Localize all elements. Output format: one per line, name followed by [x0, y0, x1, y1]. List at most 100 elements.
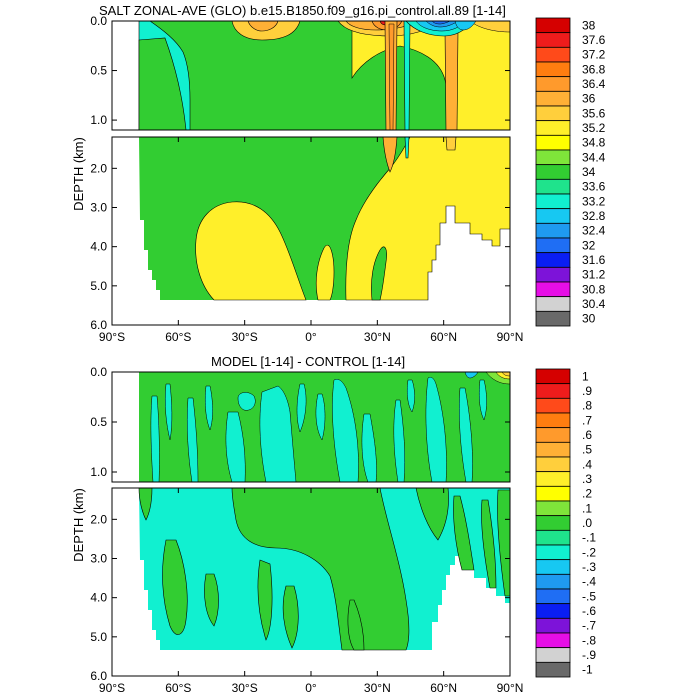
top-colorbar-box [535, 178, 571, 195]
bottom-upper-frame [111, 371, 511, 483]
bot-y-tick-label: 6.0 [90, 669, 107, 683]
bot-colorbar-box [535, 441, 571, 458]
top-colorbar-box [535, 149, 571, 166]
bot-colorbar-box [535, 383, 571, 399]
top-y-axis: 0.0 0.5 1.0 2.0 3.0 4.0 5.0 6.0 [90, 14, 510, 332]
bot-colorbar-label: .0 [582, 516, 592, 530]
bot-colorbar-box [535, 661, 571, 678]
bot-colorbar-box [535, 617, 571, 634]
bot-colorbar-box [535, 515, 571, 531]
bot-colorbar-box [535, 603, 571, 619]
top-upper-field [138, 21, 510, 130]
top-colorbar-label: 35.2 [582, 121, 606, 135]
top-colorbar-label: 31.6 [582, 253, 606, 267]
top-colorbar-box [535, 310, 571, 327]
bot-colorbar-box [535, 368, 571, 385]
top-colorbar-box [535, 76, 571, 92]
bot-colorbar-box [535, 456, 571, 473]
top-colorbar-label: 36.8 [582, 62, 606, 76]
bot-colorbar-box [535, 500, 571, 517]
top-y-tick-label: 2.0 [90, 161, 107, 175]
top-y-tick-label: 0.0 [90, 14, 107, 28]
bot-colorbar-box [535, 471, 571, 487]
bot-colorbar-label: -.5 [582, 589, 596, 603]
top-y-tick-label: 1.0 [90, 113, 107, 127]
top-colorbar-label: 34 [582, 165, 596, 179]
bot-colorbar-label: .8 [582, 399, 592, 413]
top-x-axis: 90°S 60°S 30°S 0° 30°N 60°N 90°N [99, 137, 523, 344]
top-colorbar-label: 37.2 [582, 48, 606, 62]
bot-x-tick-label: 0° [305, 681, 317, 695]
top-colorbar-box [535, 208, 571, 224]
top-lower-field [139, 137, 510, 301]
bottom-x-axis: 90°S 60°S 30°S 0° 30°N 60°N 90°N [99, 488, 523, 695]
top-x-tick-label: 30°S [232, 330, 258, 344]
bot-y-tick-label: 3.0 [90, 552, 107, 566]
top-colorbar-box [535, 134, 571, 151]
bot-colorbar-label: -.3 [582, 560, 596, 574]
bot-colorbar-label: -.9 [582, 648, 596, 662]
bot-x-tick-label: 30°N [364, 681, 391, 695]
bot-colorbar-box [535, 573, 571, 590]
bot-colorbar-label: .3 [582, 472, 592, 486]
bot-colorbar-label: -1 [582, 663, 593, 677]
top-colorbar-label: 36.4 [582, 77, 606, 91]
top-colorbar-box [535, 252, 571, 268]
bot-y-tick-label: 4.0 [90, 591, 107, 605]
bot-colorbar-box [535, 632, 571, 649]
bot-colorbar-label: .7 [582, 413, 592, 427]
bot-x-tick-label: 90°S [99, 681, 125, 695]
top-x-tick-label: 30°N [364, 330, 391, 344]
top-colorbar-box [535, 61, 571, 78]
bottom-chart: MODEL [1-14] - CONTROL [1-14] DEPTH (km) [71, 354, 596, 695]
bot-colorbar-label: 1 [582, 369, 589, 383]
top-colorbar-label: 32 [582, 238, 596, 252]
bot-colorbar-label: -.2 [582, 545, 596, 559]
bottom-y-axis: 0.0 0.5 1.0 2.0 3.0 4.0 5.0 6.0 [90, 365, 510, 683]
bot-x-tick-label: 30°S [232, 681, 258, 695]
top-colorbar-box [535, 105, 571, 122]
top-colorbar-label: 33.6 [582, 180, 606, 194]
bot-colorbar-label: -.8 [582, 633, 596, 647]
bot-x-tick-label: 60°S [165, 681, 191, 695]
bot-colorbar-box [535, 559, 571, 575]
bot-x-tick-label: 90°N [497, 681, 524, 695]
bot-colorbar-label: .2 [582, 487, 592, 501]
top-colorbar-box [535, 17, 571, 34]
bottom-colorbar: 1.9.8.7.6.5.4.3.2.1.0-.1-.2-.3-.4-.5-.6-… [535, 368, 596, 678]
top-chart: SALT ZONAL-AVE (GLO) b.e15.B1850.f09_g16… [71, 3, 606, 344]
bot-colorbar-box [535, 529, 571, 546]
top-colorbar-box [535, 46, 571, 63]
bot-y-tick-label: 0.5 [90, 415, 107, 429]
top-y-tick-label: 5.0 [90, 279, 107, 293]
bot-colorbar-box [535, 397, 571, 414]
bot-y-tick-label: 0.0 [90, 365, 107, 379]
bottom-upper-field [139, 372, 510, 482]
top-colorbar-label: 37.6 [582, 33, 606, 47]
top-colorbar: 3837.637.236.836.43635.635.234.834.43433… [535, 17, 606, 327]
top-colorbar-box [535, 281, 571, 298]
top-colorbar-label: 32.4 [582, 224, 606, 238]
top-y-tick-label: 3.0 [90, 201, 107, 215]
bottom-lower-field [138, 488, 510, 651]
bot-colorbar-label: -.7 [582, 619, 596, 633]
top-colorbar-label: 34.8 [582, 136, 606, 150]
bot-y-tick-label: 2.0 [90, 512, 107, 526]
top-colorbar-box [535, 32, 571, 48]
bot-colorbar-box [535, 588, 571, 605]
top-y-tick-label: 6.0 [90, 318, 107, 332]
top-colorbar-label: 35.6 [582, 106, 606, 120]
bot-colorbar-label: -.6 [582, 604, 596, 618]
bot-colorbar-label: .4 [582, 457, 592, 471]
top-colorbar-box [535, 266, 571, 283]
top-chart-title: SALT ZONAL-AVE (GLO) b.e15.B1850.f09_g16… [99, 3, 506, 18]
bot-y-tick-label: 1.0 [90, 465, 107, 479]
bot-colorbar-label: .9 [582, 384, 592, 398]
top-colorbar-label: 30.8 [582, 282, 606, 296]
top-colorbar-label: 36 [582, 92, 596, 106]
top-colorbar-box [535, 164, 571, 180]
top-colorbar-box [535, 90, 571, 107]
bot-colorbar-box [535, 544, 571, 561]
bot-colorbar-label: .1 [582, 501, 592, 515]
